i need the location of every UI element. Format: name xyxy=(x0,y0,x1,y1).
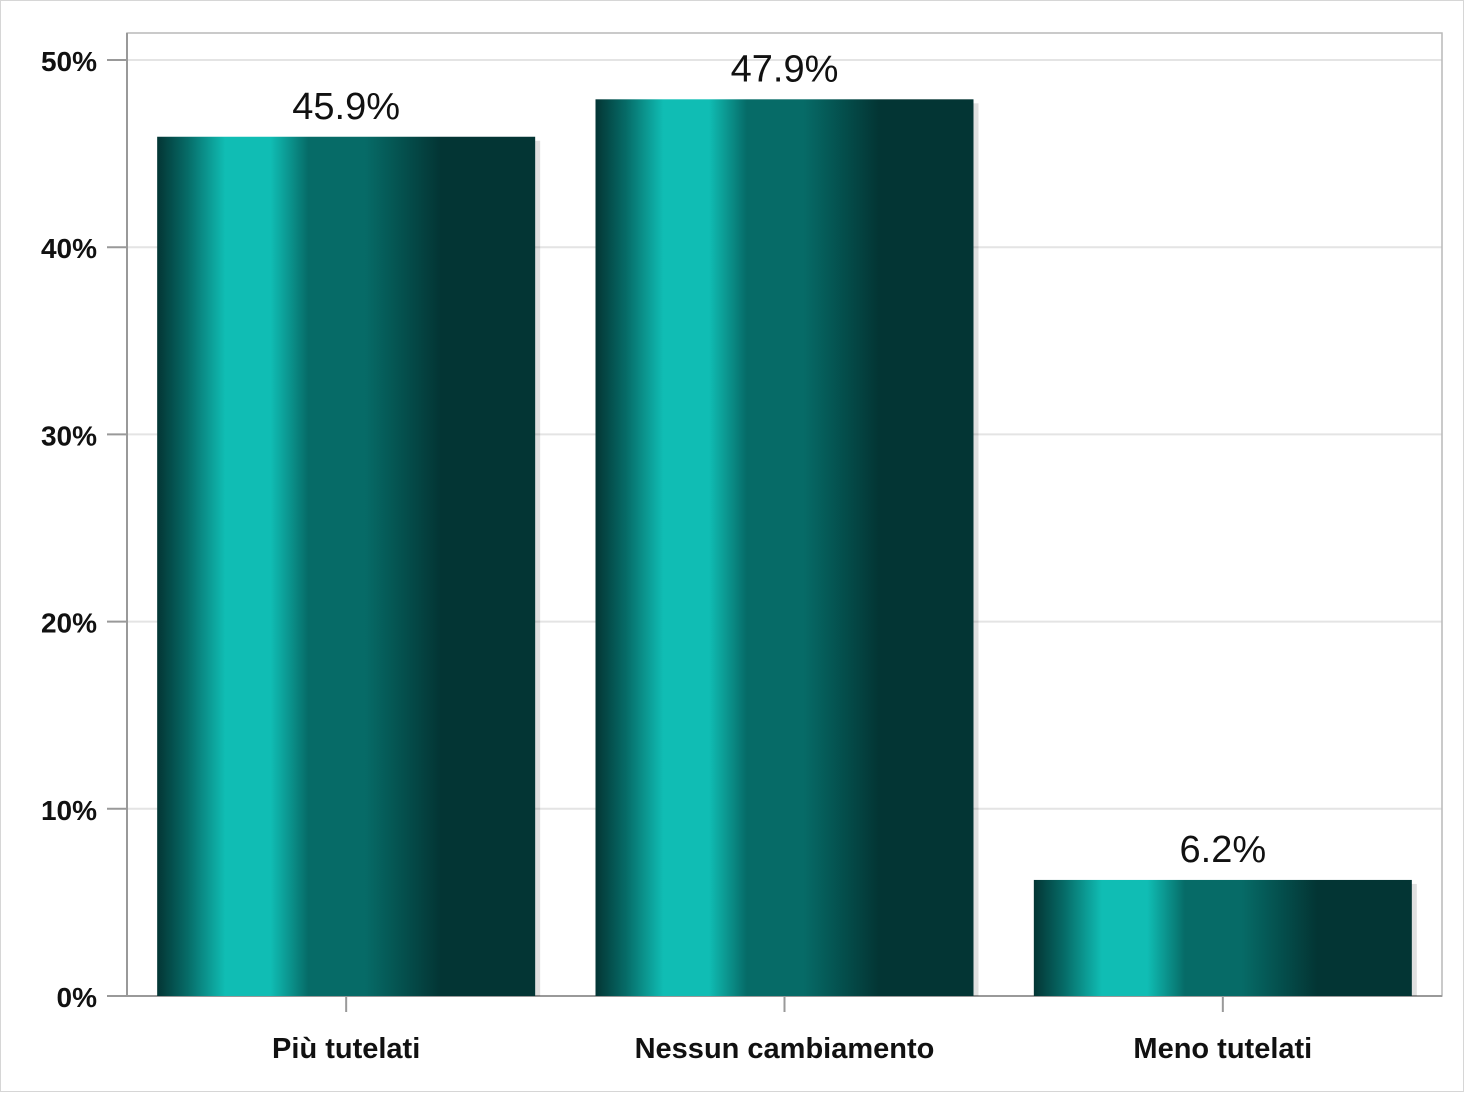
data-label: 47.9% xyxy=(731,48,839,90)
x-tick-label: Più tutelati xyxy=(272,1033,420,1065)
bar xyxy=(157,136,536,996)
y-tick-label: 40% xyxy=(41,233,97,264)
y-tick-label: 0% xyxy=(57,982,98,1013)
bar xyxy=(1033,879,1412,996)
x-tick-label: Nessun cambiamento xyxy=(635,1033,935,1065)
data-label: 45.9% xyxy=(292,86,400,128)
bar xyxy=(595,99,974,996)
y-tick-label: 10% xyxy=(41,795,97,826)
y-tick-label: 30% xyxy=(41,420,97,451)
x-tick-label: Meno tutelati xyxy=(1133,1033,1312,1065)
bars xyxy=(157,99,1417,996)
data-label: 6.2% xyxy=(1180,829,1267,871)
y-tick-label: 20% xyxy=(41,608,97,639)
y-tick-label: 50% xyxy=(41,46,97,77)
labels: 0% 10% 20% 30% 40% 50% Più tutelati 45.9% Nessun… xyxy=(41,46,1312,1065)
